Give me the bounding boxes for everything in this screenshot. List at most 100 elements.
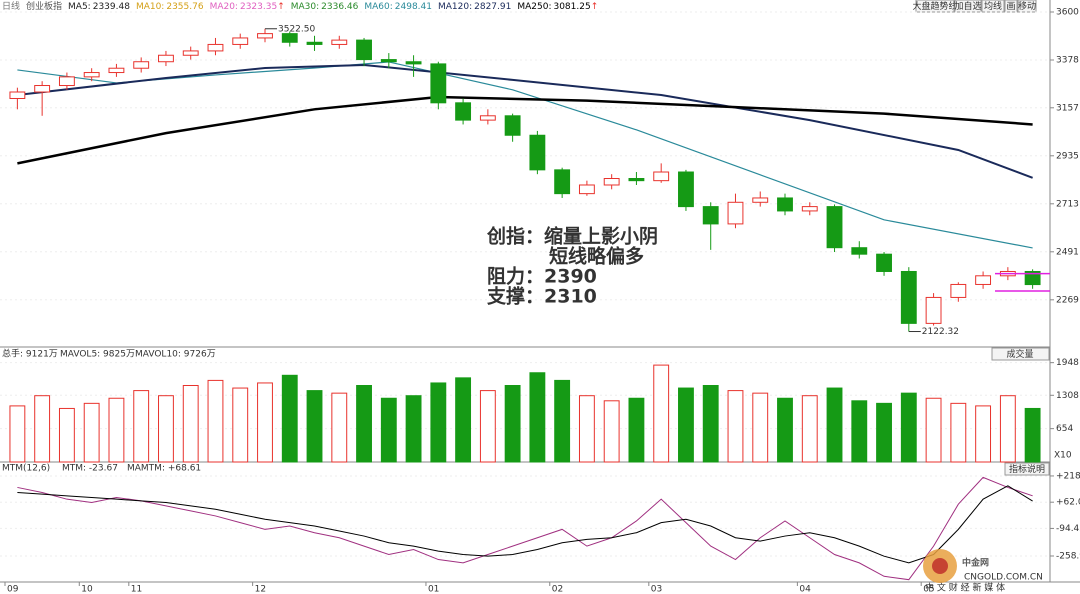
candle-body	[925, 296, 942, 324]
x-tick-label: 05	[923, 585, 934, 594]
candle-body	[331, 39, 348, 45]
candle-body	[628, 178, 645, 182]
ma-value: 2339.48	[93, 2, 130, 12]
toolbar-button-label[interactable]: 移动	[1018, 0, 1036, 12]
ma-value: 2323.35	[240, 2, 277, 12]
volume-bar	[702, 385, 719, 463]
annotation: 创指：缩量上影小阴	[486, 225, 658, 248]
volume-bar	[34, 395, 51, 463]
volume-bar	[826, 387, 843, 463]
volume-bar	[108, 397, 125, 463]
volume-bar	[752, 392, 769, 463]
volume-bar	[58, 407, 75, 463]
toolbar-button[interactable]	[954, 0, 982, 13]
x-tick-label: 02	[552, 585, 563, 594]
indicator-button-label[interactable]: 指标说明	[1009, 463, 1045, 475]
candle-body	[777, 197, 793, 212]
watermark-name: 中金网	[962, 557, 989, 569]
candle-body	[603, 178, 620, 186]
indicator-button-label[interactable]: 成交量	[1006, 348, 1033, 360]
y-tick-label: 3378	[1056, 56, 1079, 66]
ma-arrow: ↑	[591, 2, 599, 12]
indicator-button[interactable]	[991, 347, 1050, 361]
volume-bar	[653, 364, 670, 463]
ma-label: MA20:	[210, 2, 238, 12]
candle-body	[653, 171, 670, 182]
point-label: 2122.32	[922, 327, 959, 337]
candle-body	[801, 206, 818, 212]
annotation: 短线略偏多	[549, 245, 644, 268]
toolbar-button[interactable]	[981, 0, 1005, 13]
x-tick-label: 04	[799, 585, 811, 594]
candle-body	[851, 247, 868, 255]
volume-bar	[158, 395, 174, 463]
point-label: 3522.50	[278, 24, 315, 34]
y-tick-label: 2269	[1056, 295, 1079, 305]
unit-label: X10	[1054, 451, 1072, 461]
y-tick-label: 654	[1056, 424, 1073, 434]
y-tick-label: 1308	[1056, 391, 1079, 401]
candle-body	[306, 41, 323, 45]
x-tick-label: 09	[7, 585, 19, 594]
panel-subtitle: MTM: -23.67	[62, 464, 118, 474]
candle-body	[257, 33, 273, 39]
volume-bar	[504, 385, 521, 463]
annotation: 阻力：2390	[487, 265, 597, 288]
candle-body	[702, 206, 719, 225]
volume-bar	[678, 387, 694, 463]
candle-body	[975, 275, 992, 285]
indicator-line	[17, 485, 1033, 564]
volume-bar	[1024, 407, 1041, 463]
y-tick-label: 1948	[1056, 358, 1079, 368]
candle-body	[430, 63, 447, 104]
volume-bar	[925, 397, 942, 463]
volume-bar	[603, 400, 620, 463]
ma-label: MA10:	[136, 2, 164, 12]
candle-body	[232, 37, 249, 45]
volume-bar	[455, 377, 472, 463]
panel-subtitle: MAMTM: +68.61	[127, 464, 201, 474]
ma-label: MA30:	[291, 2, 319, 12]
y-tick-label: 2935	[1056, 151, 1079, 161]
volume-bar	[999, 395, 1016, 463]
candle-body	[58, 76, 75, 87]
toolbar-button-label[interactable]: 加自选	[954, 0, 981, 12]
volume-bar	[133, 390, 150, 463]
watermark-domain: CNGOLD.COM.CN	[964, 573, 1043, 583]
volume-bar	[900, 392, 917, 463]
y-tick-label: +62.02	[1056, 498, 1080, 508]
candle-body	[950, 283, 967, 298]
candle-body	[281, 33, 298, 43]
toolbar-button-label[interactable]: 画	[1006, 1, 1015, 12]
ma-label: MA5:	[68, 2, 91, 12]
ma-label: MA250:	[517, 2, 551, 12]
volume-bar	[232, 387, 249, 463]
candle-body	[34, 85, 51, 93]
volume-bar	[9, 405, 26, 463]
toolbar-button-label[interactable]: 均线	[984, 0, 1002, 12]
candle-body	[158, 54, 174, 63]
volume-bar	[975, 405, 992, 463]
volume-bar	[529, 372, 546, 463]
y-tick-label: 3157	[1056, 103, 1079, 113]
candle-body	[182, 50, 199, 56]
volume-bar	[380, 397, 397, 463]
candle-body	[356, 39, 372, 61]
panel-title: 总手: 9121万	[2, 348, 58, 360]
volume-bar	[801, 395, 818, 463]
volume-bar	[727, 390, 744, 463]
index-name: 创业板指	[26, 0, 62, 12]
period: 日线	[2, 0, 20, 12]
toolbar-button-label[interactable]: 大盘趋势线	[912, 0, 957, 12]
volume-bar	[281, 374, 298, 463]
annotation: 支撑：2310	[486, 285, 597, 308]
candle-body	[207, 43, 224, 52]
candle-body	[578, 184, 595, 195]
ma-line	[17, 63, 1033, 179]
x-tick-label: 01	[428, 585, 439, 594]
ma-label: MA120:	[438, 2, 472, 12]
indicator-button[interactable]	[1004, 462, 1050, 476]
candle-body	[479, 115, 496, 121]
candle-body	[678, 171, 694, 208]
